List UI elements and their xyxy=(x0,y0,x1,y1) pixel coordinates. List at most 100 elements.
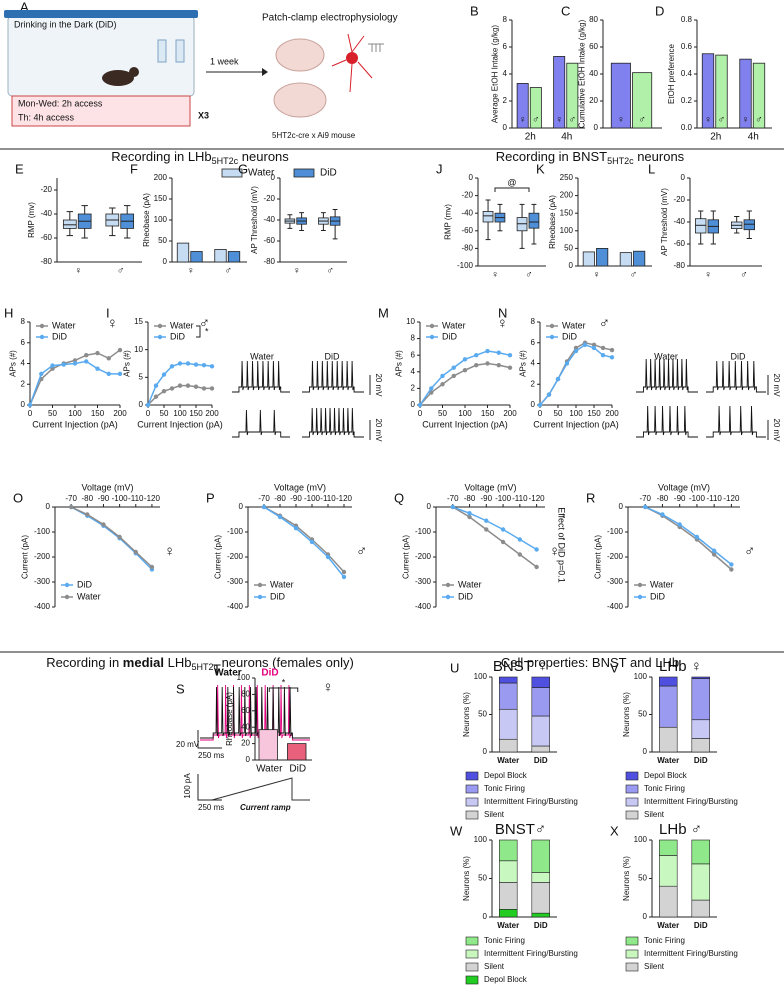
bottle xyxy=(157,39,167,63)
point xyxy=(582,342,588,348)
y-tick-label: -200 xyxy=(34,552,51,561)
legend-label: Tonic Firing xyxy=(484,936,525,945)
point xyxy=(185,383,191,388)
y-tick-label: 100 xyxy=(474,835,488,844)
header-text: LHb xyxy=(164,655,191,670)
x-tick-label: 100 xyxy=(569,409,583,418)
header-text: neurons (females only) xyxy=(218,655,354,670)
header-subscript: 5HT2c xyxy=(191,662,218,672)
point xyxy=(484,527,489,532)
point xyxy=(101,522,106,527)
panel-letter: U xyxy=(450,660,459,675)
y-axis-label: Current (pA) xyxy=(214,535,223,579)
legend-marker xyxy=(64,582,70,588)
trace xyxy=(232,409,290,438)
bar xyxy=(632,72,653,129)
legend-marker xyxy=(157,323,163,329)
x-axis-label: Voltage (mV) xyxy=(658,482,710,492)
point xyxy=(534,564,539,570)
sex-symbol: ♂ xyxy=(744,543,755,560)
y-tick-label: -400 xyxy=(227,602,244,611)
point xyxy=(293,526,299,531)
y-axis-label: RMP (mv) xyxy=(444,204,453,240)
bar-segment xyxy=(691,678,710,721)
legend-label: DiD xyxy=(458,591,473,601)
box xyxy=(482,211,494,223)
y-axis-label: Rheobase (pA) xyxy=(142,193,151,247)
repeat: X3 xyxy=(198,110,209,120)
y-tick-label: -80 xyxy=(263,257,275,266)
annotation: * xyxy=(282,677,286,687)
y-tick-label: 50 xyxy=(478,874,487,883)
point xyxy=(677,522,682,527)
legend-label: Silent xyxy=(484,962,505,971)
y-axis-label: Current (pA) xyxy=(21,535,30,579)
point xyxy=(106,356,111,361)
bar-segment xyxy=(499,738,518,753)
x-tick-label: ♂ xyxy=(740,270,748,281)
legend-label: DiD xyxy=(562,331,577,341)
y-tick-label: 0 xyxy=(46,502,51,511)
bar xyxy=(287,743,307,761)
point xyxy=(261,504,267,510)
bar-segment xyxy=(659,726,678,753)
legend-swatch xyxy=(465,771,479,781)
y-axis-label: Rheobase (pA) xyxy=(225,692,234,746)
bar-segment xyxy=(499,682,518,710)
point xyxy=(609,355,615,360)
point xyxy=(161,388,167,394)
x-tick-label: -70 xyxy=(639,494,651,503)
bar xyxy=(610,62,631,129)
legend-swatch xyxy=(465,949,479,959)
point xyxy=(309,539,315,545)
x-tick-label: -120 xyxy=(529,494,546,503)
y-axis-label: Cumulative EtOH Intake (g/kg) xyxy=(577,19,586,128)
bar xyxy=(633,250,646,267)
y-tick-label: 200 xyxy=(560,191,574,200)
ramp-label: Current ramp xyxy=(240,803,291,812)
legend-label: Silent xyxy=(484,810,505,819)
series-line xyxy=(644,506,732,566)
significance-bracket xyxy=(196,325,201,338)
scale-label: 20 mV xyxy=(176,740,200,749)
point xyxy=(643,504,648,510)
legend-swatch xyxy=(625,810,639,820)
panel-letter: X xyxy=(610,823,619,838)
y-tick-label: -60 xyxy=(40,233,52,242)
y-tick-label: 0.4 xyxy=(681,69,693,78)
bar xyxy=(619,252,632,267)
legend-marker xyxy=(257,582,263,588)
legend-label: Intermittent Firing/Bursting xyxy=(644,797,738,806)
y-tick-label: 0 xyxy=(427,502,432,511)
y-axis-label: APs (#) xyxy=(122,350,131,377)
y-tick-label: 8 xyxy=(411,334,416,343)
point xyxy=(61,362,66,367)
point xyxy=(573,348,579,354)
point xyxy=(496,362,501,368)
y-tick-label: 2 xyxy=(531,379,536,388)
brain-slice xyxy=(273,82,327,118)
y-tick-label: 100 xyxy=(634,672,648,681)
x-tick-label: -90 xyxy=(481,494,493,503)
section-header: Cell properties: BNST and LHb xyxy=(501,655,679,670)
bar-label: ♀ xyxy=(617,115,625,126)
point xyxy=(485,361,490,366)
trace-label: DiD xyxy=(261,668,278,679)
neuron xyxy=(346,52,358,64)
current-ramp xyxy=(200,777,310,801)
legend-swatch xyxy=(465,975,479,985)
trace-label: Water xyxy=(250,351,274,361)
legend-swatch xyxy=(625,962,639,972)
point xyxy=(450,504,455,510)
y-tick-label: 100 xyxy=(474,672,488,681)
x-tick-label: 200 xyxy=(205,409,219,418)
x-tick-label: ♀ xyxy=(187,266,195,277)
trace xyxy=(636,405,698,438)
legend-marker xyxy=(39,323,45,329)
point xyxy=(534,547,539,552)
point xyxy=(201,386,207,391)
panel-letter: O xyxy=(13,490,23,505)
x-tick-label: DiD xyxy=(534,756,548,765)
y-tick-label: 0 xyxy=(139,400,144,409)
x-tick-label: 150 xyxy=(91,409,105,418)
